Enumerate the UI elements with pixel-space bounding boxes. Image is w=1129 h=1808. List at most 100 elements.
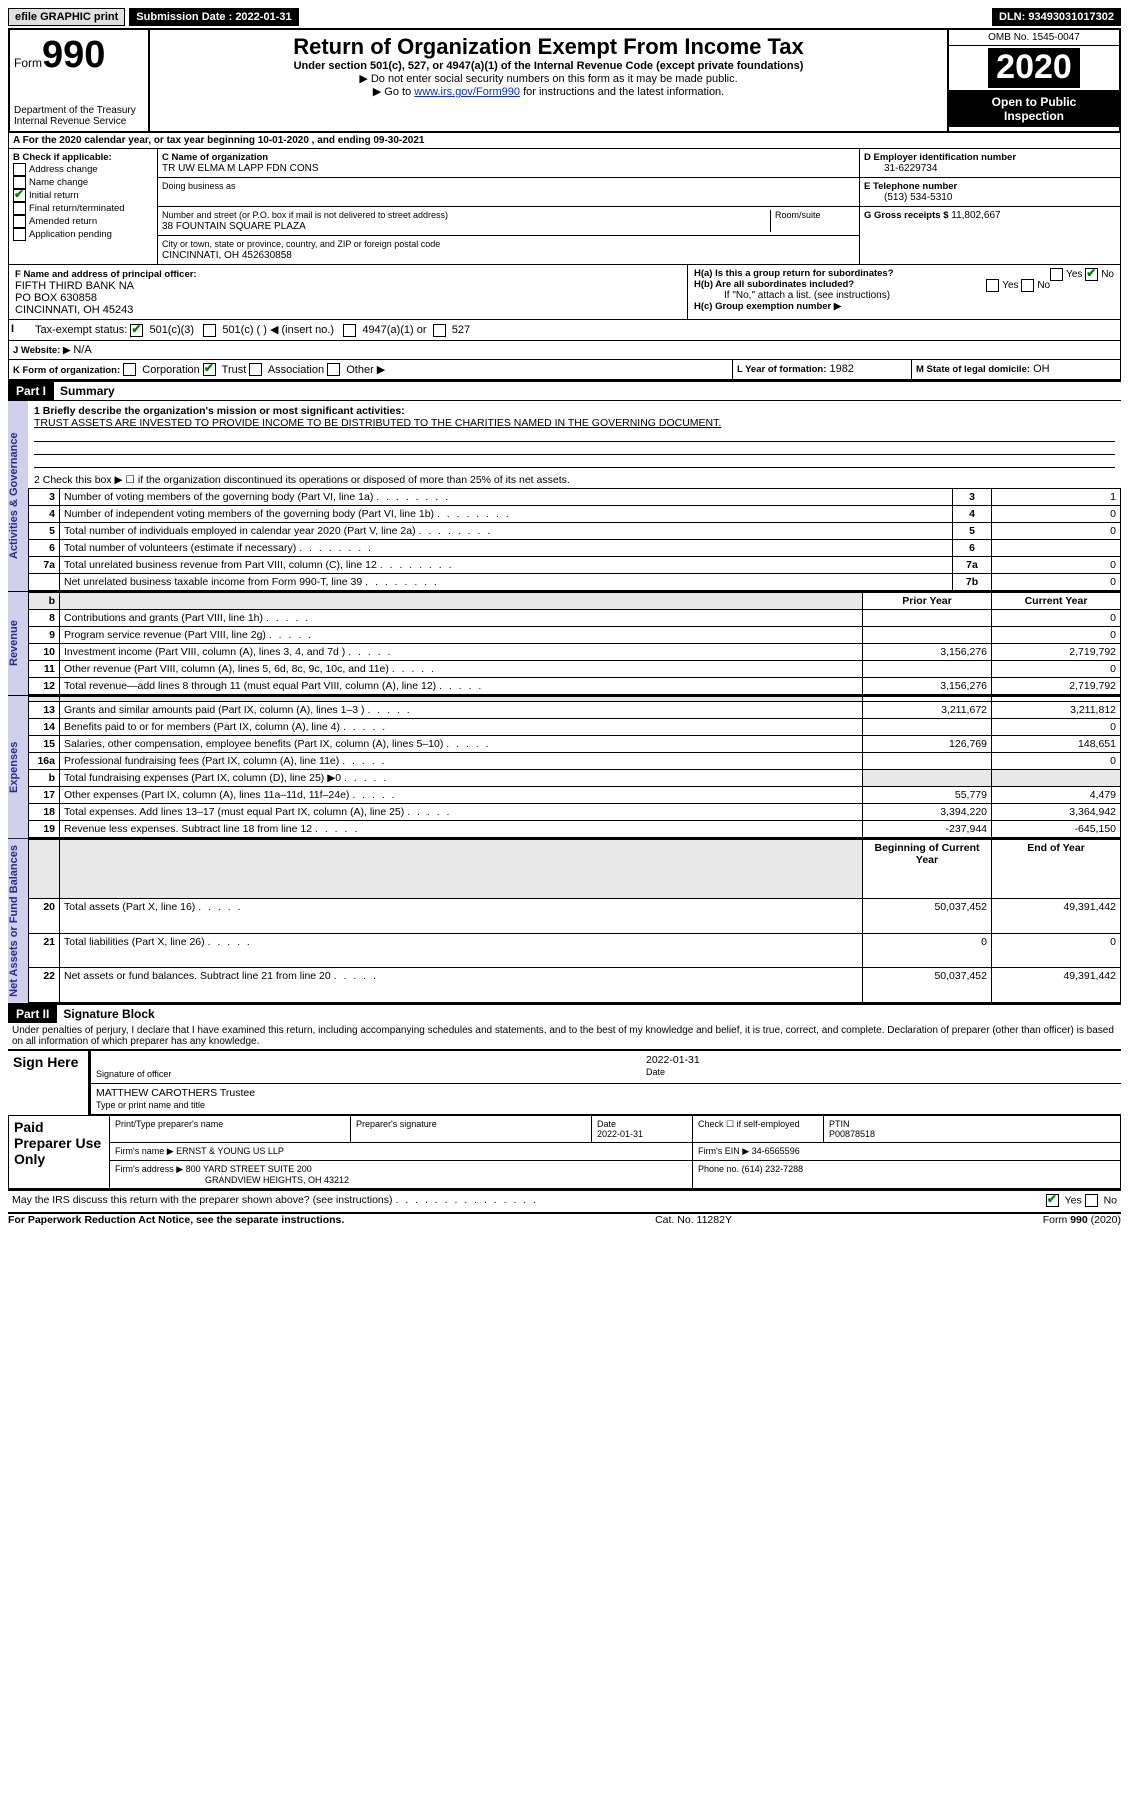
prep-date-label: Date	[597, 1119, 616, 1129]
chk-other[interactable]	[327, 363, 340, 376]
city-value: CINCINNATI, OH 452630858	[162, 250, 292, 261]
box-f-label: F Name and address of principal officer:	[15, 269, 197, 280]
form-subtitle-1: Under section 501(c), 527, or 4947(a)(1)…	[154, 60, 943, 72]
box-c-label: C Name of organization	[162, 152, 268, 163]
chk-amended-return[interactable]	[13, 215, 26, 228]
table-row: 17Other expenses (Part IX, column (A), l…	[29, 787, 1121, 804]
officer-typed-name: MATTHEW CAROTHERS Trustee	[96, 1087, 255, 1099]
prep-sig-cell: Preparer's signature	[351, 1116, 592, 1143]
table-row: 9Program service revenue (Part VIII, lin…	[29, 627, 1121, 644]
table-row: 12Total revenue—add lines 8 through 11 (…	[29, 678, 1121, 695]
officer-addr2: CINCINNATI, OH 45243	[15, 304, 133, 316]
part1-badge: Part I	[8, 382, 54, 400]
box-c-dba: Doing business as	[158, 178, 859, 207]
dept-treasury: Department of the Treasury	[14, 105, 144, 116]
box-m: M State of legal domicile: OH	[912, 360, 1120, 380]
box-l: L Year of formation: 1982	[733, 360, 912, 380]
irs-link[interactable]: www.irs.gov/Form990	[414, 86, 520, 98]
box-h-ifno: If "No," attach a list. (see instruction…	[694, 290, 1114, 301]
box-ha-label: H(a) Is this a group return for subordin…	[694, 268, 894, 279]
table-header-row: bPrior YearCurrent Year	[29, 593, 1121, 610]
chk-ha-no[interactable]	[1085, 268, 1098, 281]
chk-hb-yes[interactable]	[986, 279, 999, 292]
opt-501c3: 501(c)(3)	[149, 324, 194, 336]
box-k-label: K Form of organization:	[13, 365, 120, 376]
chk-discuss-yes[interactable]	[1046, 1194, 1059, 1207]
chk-501c3[interactable]	[130, 324, 143, 337]
opt-final-return: Final return/terminated	[29, 203, 125, 214]
discuss-text: May the IRS discuss this return with the…	[12, 1194, 1046, 1207]
box-i: Tax-exempt status: 501(c)(3) 501(c) ( ) …	[31, 320, 1120, 340]
box-g-label: G Gross receipts $	[864, 210, 948, 221]
chk-discuss-no[interactable]	[1085, 1194, 1098, 1207]
footer-left: For Paperwork Reduction Act Notice, see …	[8, 1214, 344, 1226]
chk-initial-return[interactable]	[13, 189, 26, 202]
phone-value: (513) 534-5310	[864, 192, 952, 203]
table-row: 16aProfessional fundraising fees (Part I…	[29, 753, 1121, 770]
firm-name-value: ERNST & YOUNG US LLP	[176, 1146, 284, 1156]
table-header-row: Beginning of Current YearEnd of Year	[29, 840, 1121, 899]
firm-phone-label: Phone no.	[698, 1164, 739, 1174]
netassets-table: Beginning of Current YearEnd of Year20To…	[28, 839, 1121, 1003]
sig-date-value: 2022-01-31	[646, 1054, 700, 1066]
table-row: Net unrelated business taxable income fr…	[29, 574, 1121, 591]
q1-label: 1 Briefly describe the organization's mi…	[34, 405, 405, 417]
city-label: City or town, state or province, country…	[162, 239, 440, 249]
chk-assoc[interactable]	[249, 363, 262, 376]
line-a-text: For the 2020 calendar year, or tax year …	[23, 135, 425, 146]
chk-application-pending[interactable]	[13, 228, 26, 241]
table-row: 7aTotal unrelated business revenue from …	[29, 557, 1121, 574]
chk-4947[interactable]	[343, 324, 356, 337]
open-public-2: Inspection	[1004, 109, 1064, 123]
vlabel-netassets: Net Assets or Fund Balances	[8, 839, 28, 1003]
vlabel-governance: Activities & Governance	[8, 401, 28, 591]
chk-corp[interactable]	[123, 363, 136, 376]
chk-hb-no[interactable]	[1021, 279, 1034, 292]
submission-date: Submission Date : 2022-01-31	[129, 8, 298, 26]
form-prefix: Form	[14, 56, 42, 70]
table-row: 4Number of independent voting members of…	[29, 506, 1121, 523]
box-d: D Employer identification number 31-6229…	[860, 149, 1120, 178]
chk-address-change[interactable]	[13, 163, 26, 176]
goto-pre: ▶ Go to	[373, 86, 414, 98]
table-row: 8Contributions and grants (Part VIII, li…	[29, 610, 1121, 627]
website-value: N/A	[73, 344, 91, 356]
chk-527[interactable]	[433, 324, 446, 337]
ptin-label: PTIN	[829, 1119, 850, 1129]
governance-table: 3Number of voting members of the governi…	[28, 488, 1121, 591]
box-f: F Name and address of principal officer:…	[9, 265, 688, 319]
chk-501c[interactable]	[203, 324, 216, 337]
box-hb-label: H(b) Are all subordinates included?	[694, 279, 854, 290]
part2-title: Signature Block	[57, 1007, 154, 1021]
table-row: 14Benefits paid to or for members (Part …	[29, 719, 1121, 736]
box-i-label: Tax-exempt status:	[35, 324, 127, 336]
box-c-city: City or town, state or province, country…	[158, 236, 859, 264]
chk-final-return[interactable]	[13, 202, 26, 215]
firm-addr2: GRANDVIEW HEIGHTS, OH 43212	[115, 1175, 349, 1185]
box-k: K Form of organization: Corporation Trus…	[9, 360, 733, 380]
firm-ein-value: 34-6565596	[752, 1146, 800, 1156]
chk-trust[interactable]	[203, 363, 216, 376]
form-year-box: OMB No. 1545-0047 2020 Open to Public In…	[949, 30, 1119, 131]
box-g: G Gross receipts $ 11,802,667	[860, 207, 1120, 224]
paid-preparer-label: Paid Preparer Use Only	[9, 1116, 110, 1189]
ptin-value: P00878518	[829, 1129, 875, 1139]
q1-block: 1 Briefly describe the organization's mi…	[28, 401, 1121, 472]
footer-mid: Cat. No. 11282Y	[655, 1214, 732, 1226]
table-row: 11Other revenue (Part VIII, column (A), …	[29, 661, 1121, 678]
perjury-text: Under penalties of perjury, I declare th…	[8, 1023, 1121, 1049]
expenses-table: 13Grants and similar amounts paid (Part …	[28, 696, 1121, 838]
dept-irs: Internal Revenue Service	[14, 116, 144, 127]
table-row: 13Grants and similar amounts paid (Part …	[29, 702, 1121, 719]
box-c-name: C Name of organization TR UW ELMA M LAPP…	[158, 149, 859, 178]
chk-ha-yes[interactable]	[1050, 268, 1063, 281]
opt-initial-return: Initial return	[29, 190, 79, 201]
box-b-label: B Check if applicable:	[13, 152, 153, 163]
part1-title: Summary	[54, 384, 115, 398]
firm-addr-label: Firm's address ▶	[115, 1164, 183, 1174]
state-domicile: OH	[1033, 363, 1050, 375]
vlabel-revenue: Revenue	[8, 592, 28, 695]
type-name-label: Type or print name and title	[96, 1100, 205, 1110]
opt-527: 527	[452, 324, 470, 336]
efile-label: efile GRAPHIC print	[8, 8, 125, 26]
